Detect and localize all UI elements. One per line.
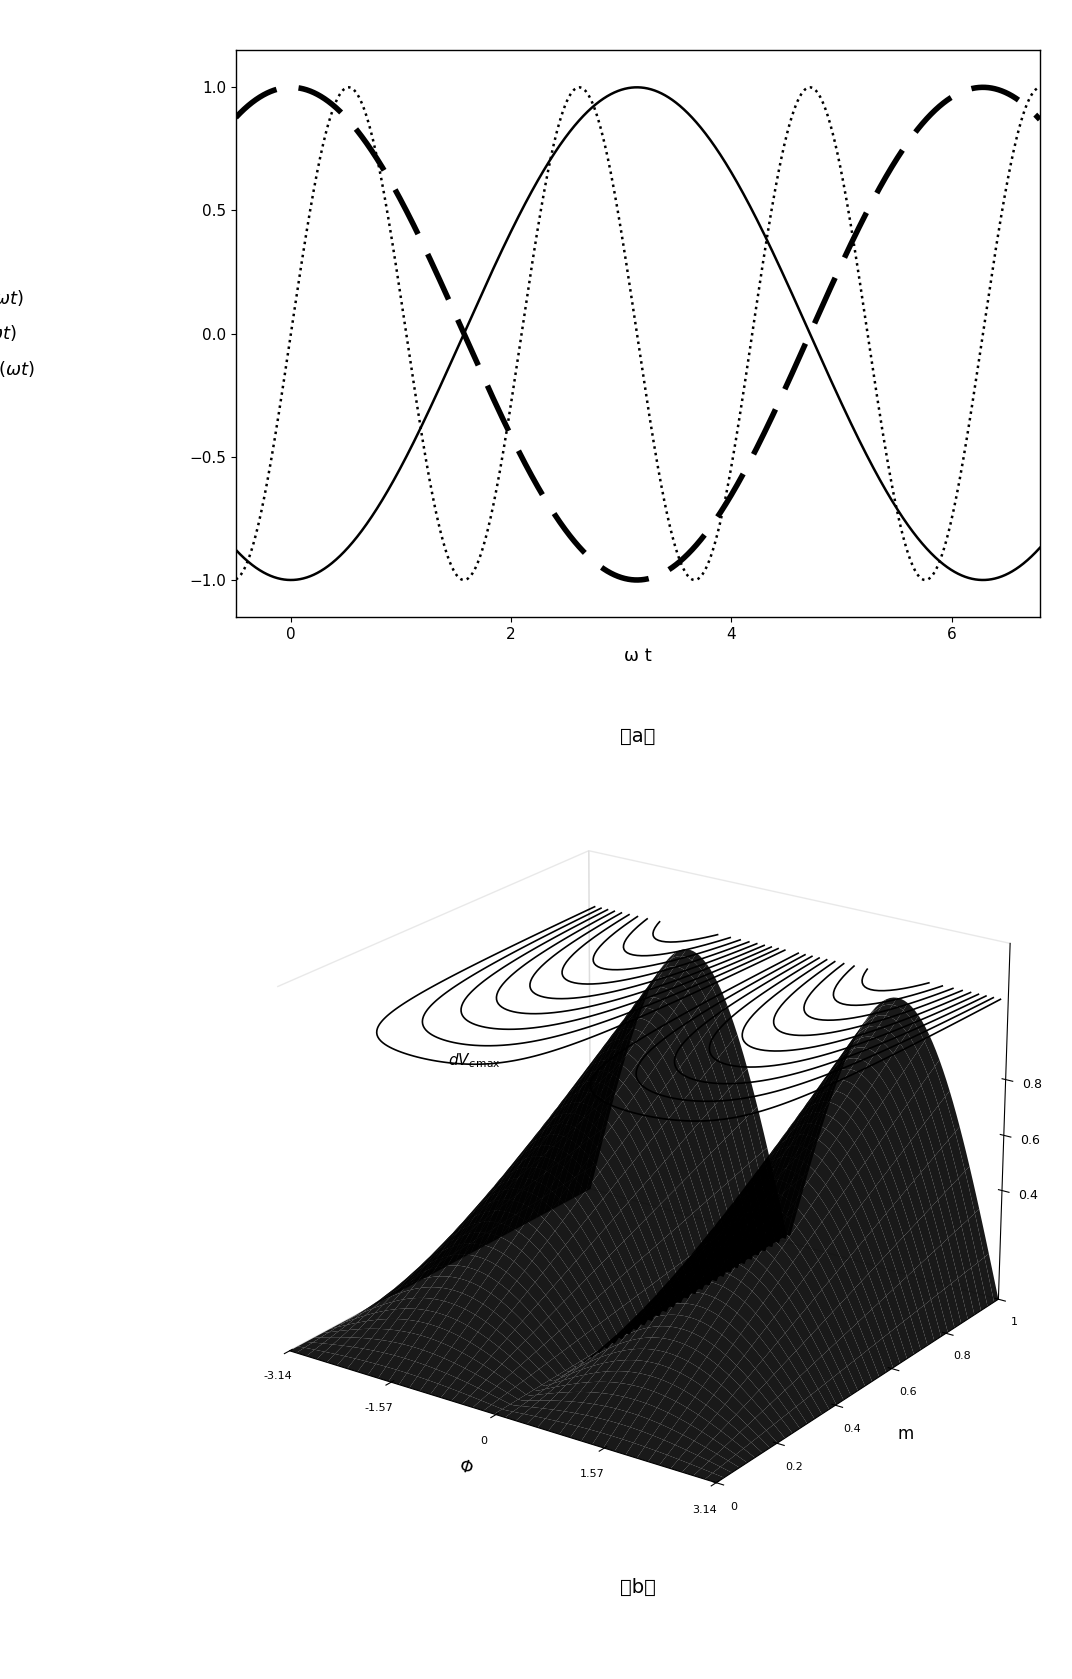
X-axis label: $\Phi$: $\Phi$ [457,1457,475,1479]
X-axis label: ω t: ω t [624,646,652,665]
Legend: $V_a(\omega t)$, $i_o(\omega t)$, $dV_c(\omega t)$: $V_a(\omega t)$, $i_o(\omega t)$, $dV_c(… [0,287,34,379]
Y-axis label: m: m [898,1424,914,1442]
Text: （b）: （b） [620,1578,656,1597]
Text: （a）: （a） [621,727,655,745]
